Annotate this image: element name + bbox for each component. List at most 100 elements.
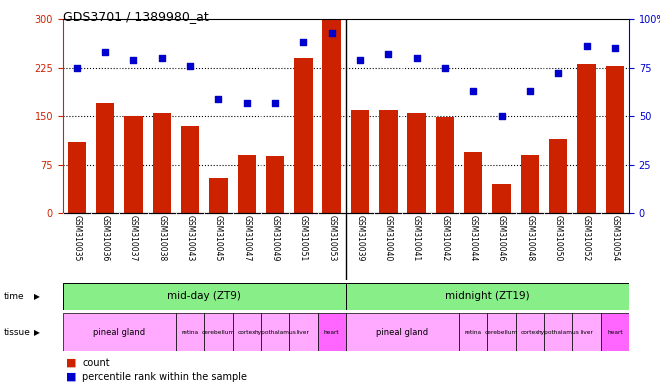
Text: GSM310037: GSM310037	[129, 215, 138, 262]
Text: GSM310049: GSM310049	[271, 215, 280, 262]
Point	[71, 65, 82, 71]
Point	[383, 51, 393, 57]
Bar	[346, 283, 629, 310]
Point	[156, 55, 167, 61]
Point	[242, 99, 252, 106]
Bar	[379, 110, 397, 213]
Bar	[181, 126, 199, 213]
Point	[185, 63, 195, 69]
Text: GSM310043: GSM310043	[185, 215, 195, 262]
Point	[128, 57, 139, 63]
Text: pineal gland: pineal gland	[376, 328, 428, 337]
Point	[610, 45, 620, 51]
Bar	[515, 313, 544, 351]
Bar	[266, 156, 284, 213]
Text: midnight (ZT19): midnight (ZT19)	[445, 291, 530, 301]
Text: percentile rank within the sample: percentile rank within the sample	[82, 372, 248, 382]
Text: GSM310050: GSM310050	[554, 215, 563, 262]
Point	[327, 30, 337, 36]
Text: heart: heart	[324, 329, 339, 335]
Text: ▶: ▶	[34, 292, 40, 301]
Text: GSM310036: GSM310036	[101, 215, 110, 262]
Point	[354, 57, 365, 63]
Point	[468, 88, 478, 94]
Text: GSM310046: GSM310046	[497, 215, 506, 262]
Point	[553, 70, 564, 76]
Point	[411, 55, 422, 61]
Bar	[205, 313, 232, 351]
Text: cerebellum: cerebellum	[485, 329, 518, 335]
Bar	[232, 313, 261, 351]
Text: GSM310048: GSM310048	[525, 215, 535, 262]
Text: retina: retina	[465, 329, 482, 335]
Text: ■: ■	[66, 358, 77, 368]
Text: cerebellum: cerebellum	[202, 329, 235, 335]
Point	[525, 88, 535, 94]
Bar	[289, 313, 317, 351]
Bar	[351, 110, 369, 213]
Bar	[68, 142, 86, 213]
Text: hypothalamus: hypothalamus	[537, 329, 579, 335]
Bar	[578, 65, 596, 213]
Text: GSM310039: GSM310039	[356, 215, 364, 262]
Bar	[323, 19, 341, 213]
Bar	[436, 118, 454, 213]
Bar	[544, 313, 572, 351]
Text: GSM310053: GSM310053	[327, 215, 336, 262]
Text: mid-day (ZT9): mid-day (ZT9)	[168, 291, 241, 301]
Bar	[487, 313, 515, 351]
Bar	[521, 155, 539, 213]
Text: tissue: tissue	[3, 328, 30, 337]
Text: liver: liver	[297, 329, 310, 335]
Bar	[317, 313, 346, 351]
Text: GDS3701 / 1389980_at: GDS3701 / 1389980_at	[63, 10, 209, 23]
Text: GSM310052: GSM310052	[582, 215, 591, 262]
Point	[440, 65, 450, 71]
Bar	[63, 313, 176, 351]
Text: GSM310051: GSM310051	[299, 215, 308, 262]
Bar	[63, 283, 346, 310]
Text: GSM310054: GSM310054	[610, 215, 619, 262]
Text: ▶: ▶	[34, 328, 40, 337]
Text: cortex: cortex	[238, 329, 256, 335]
Bar	[346, 313, 459, 351]
Text: GSM310044: GSM310044	[469, 215, 478, 262]
Text: hypothalamus: hypothalamus	[254, 329, 296, 335]
Bar	[209, 177, 228, 213]
Text: pineal gland: pineal gland	[93, 328, 145, 337]
Bar	[152, 113, 171, 213]
Text: GSM310045: GSM310045	[214, 215, 223, 262]
Point	[496, 113, 507, 119]
Text: GSM310038: GSM310038	[157, 215, 166, 262]
Text: GSM310040: GSM310040	[384, 215, 393, 262]
Bar	[549, 139, 568, 213]
Text: GSM310035: GSM310035	[73, 215, 81, 262]
Text: retina: retina	[182, 329, 199, 335]
Point	[213, 96, 224, 102]
Bar	[176, 313, 205, 351]
Bar	[606, 66, 624, 213]
Text: GSM310042: GSM310042	[440, 215, 449, 262]
Bar	[407, 113, 426, 213]
Bar	[572, 313, 601, 351]
Text: heart: heart	[607, 329, 622, 335]
Bar	[238, 155, 256, 213]
Text: liver: liver	[580, 329, 593, 335]
Point	[100, 49, 110, 55]
Bar	[294, 58, 313, 213]
Text: GSM310047: GSM310047	[242, 215, 251, 262]
Text: cortex: cortex	[521, 329, 539, 335]
Bar	[464, 152, 482, 213]
Text: count: count	[82, 358, 110, 368]
Bar	[261, 313, 289, 351]
Point	[298, 40, 309, 46]
Bar	[124, 116, 143, 213]
Text: ■: ■	[66, 372, 77, 382]
Bar	[459, 313, 487, 351]
Bar	[492, 184, 511, 213]
Bar	[96, 103, 114, 213]
Point	[270, 99, 280, 106]
Text: time: time	[3, 292, 24, 301]
Bar	[601, 313, 629, 351]
Point	[581, 43, 592, 50]
